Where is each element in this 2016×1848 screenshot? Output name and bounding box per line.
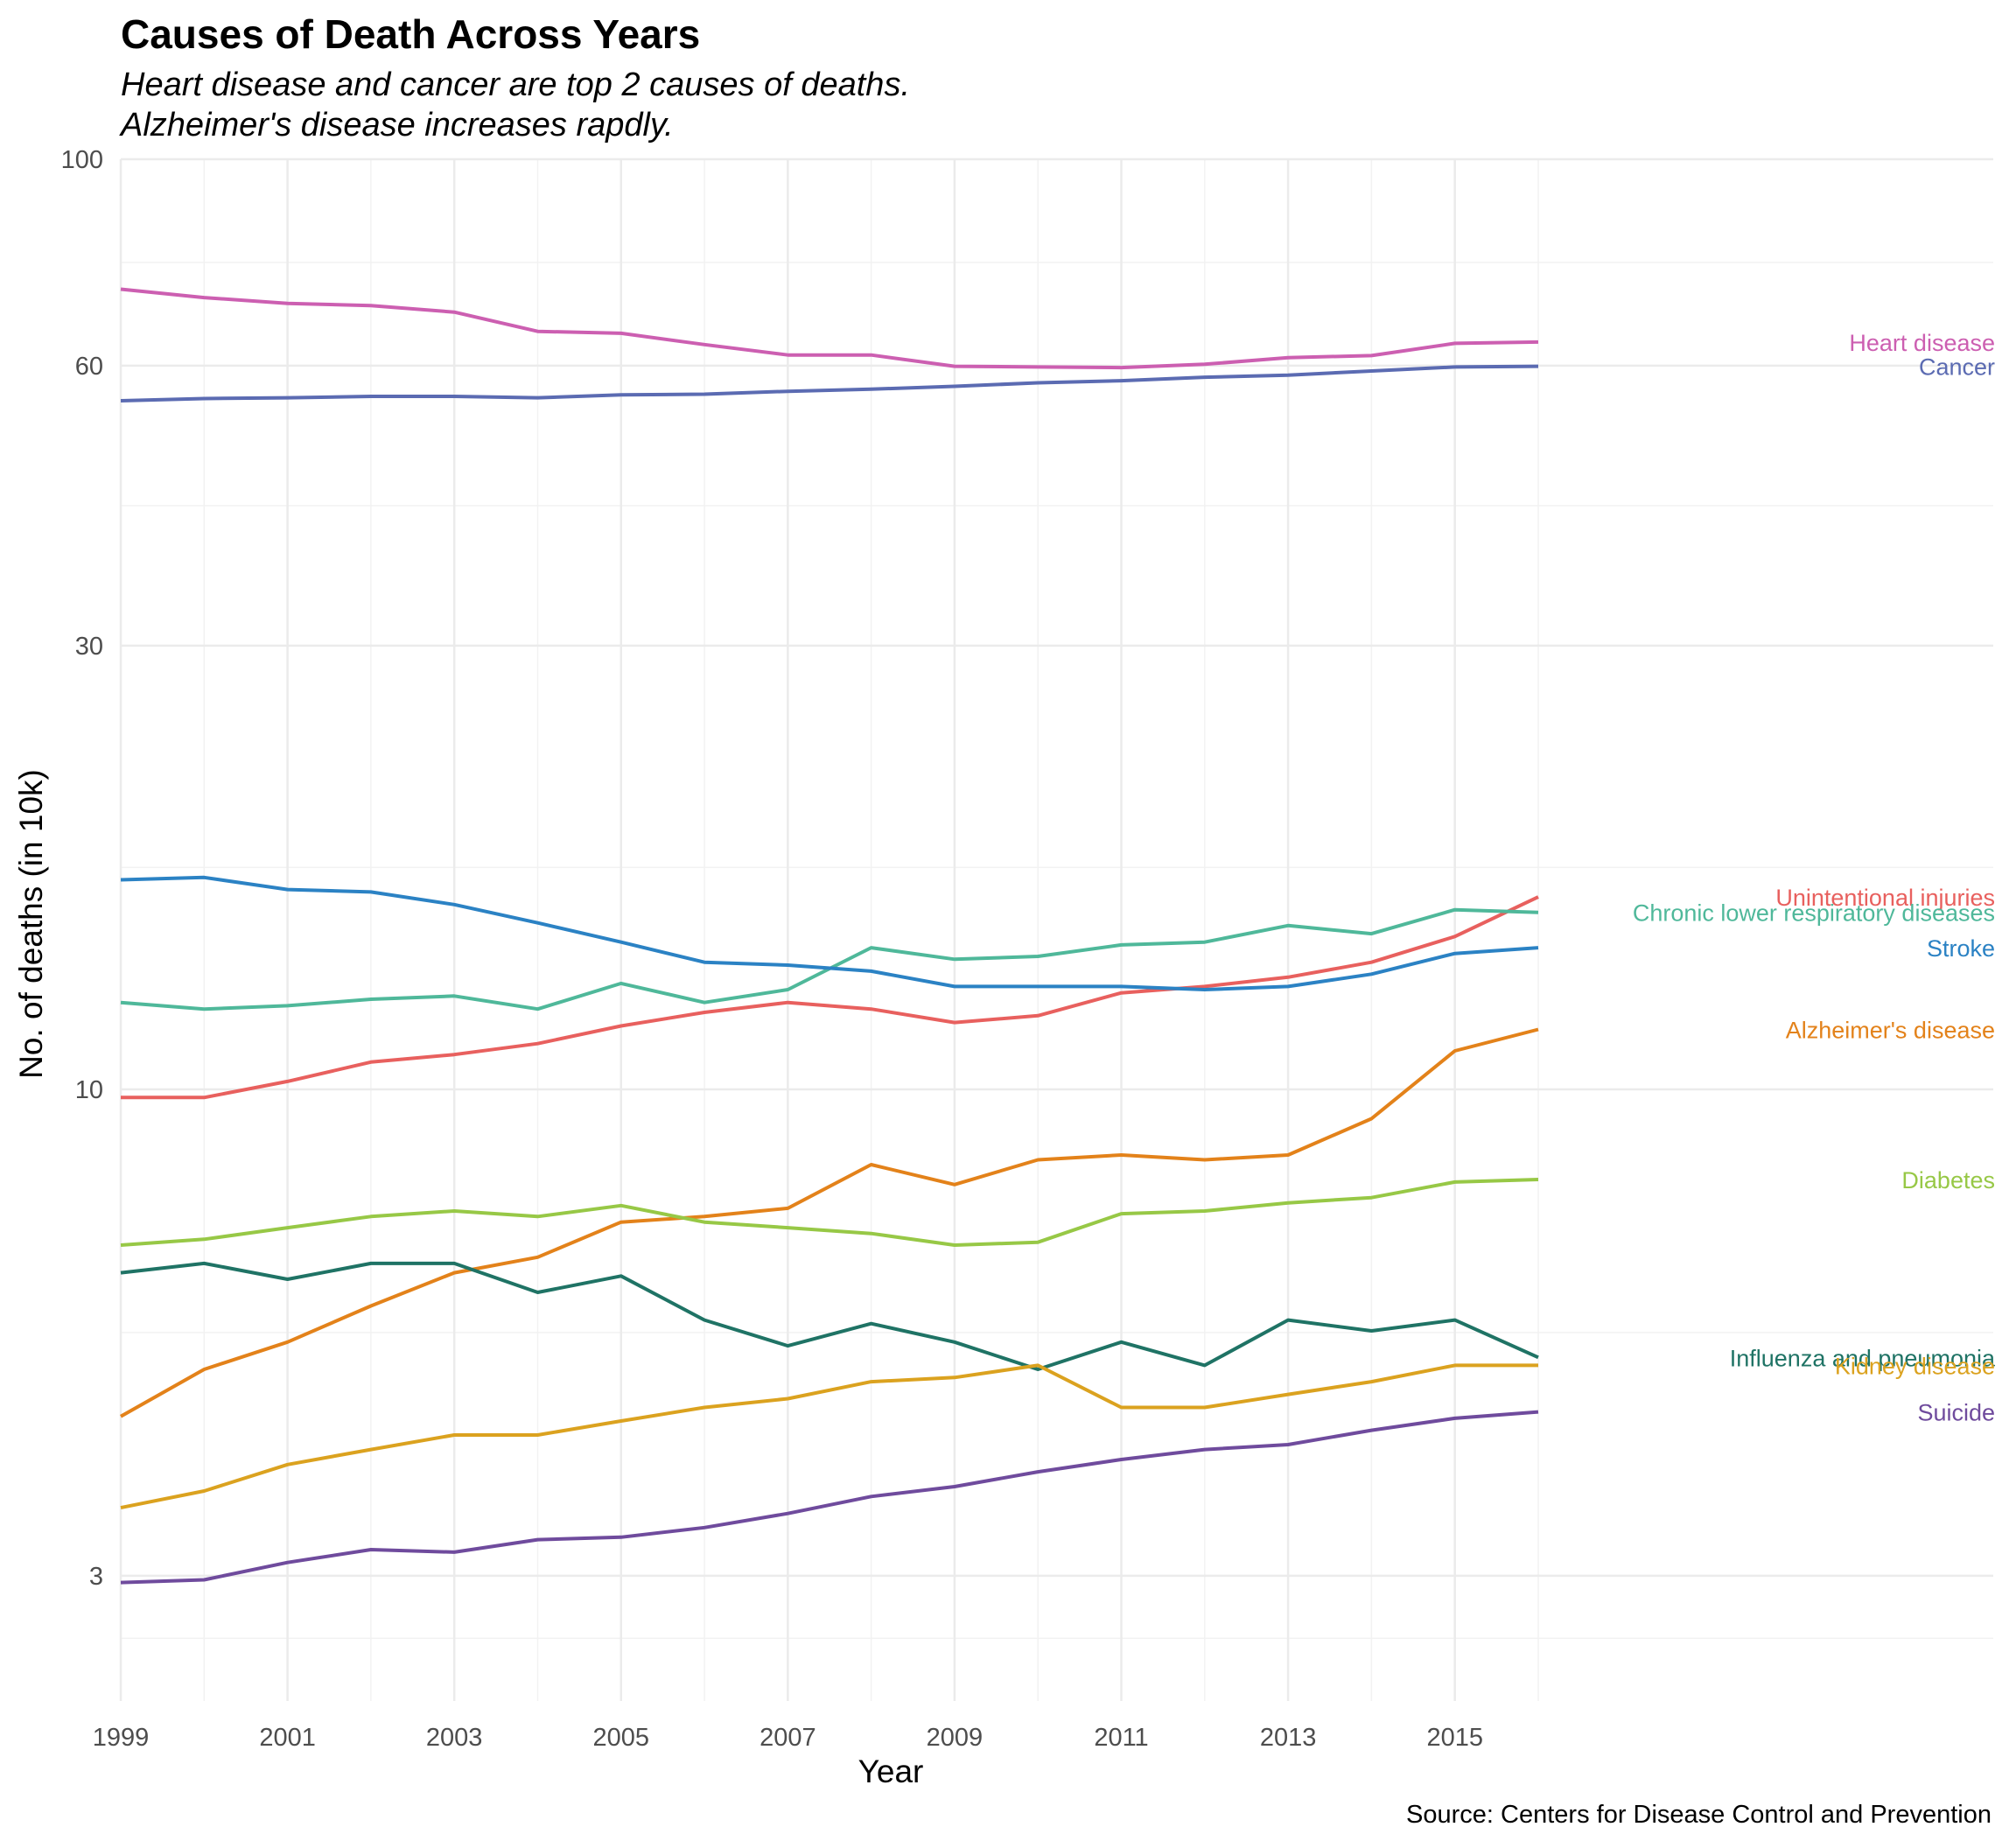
x-tick-label: 2013 [1260, 1724, 1317, 1752]
series-line-cancer [120, 364, 1539, 402]
series-line-diabetes [120, 1178, 1539, 1247]
chart-subtitle-line-2: Alzheimer's disease increases rapdly. [121, 107, 674, 144]
series-label-kidney-disease: Kidney disease [1835, 1353, 1995, 1379]
series-label-cancer: Cancer [1919, 354, 1995, 381]
series-line-unintentional-injuries [121, 895, 1539, 1100]
series-line-stroke [120, 875, 1539, 991]
y-tick-label: 30 [75, 633, 103, 661]
x-tick-label: 2003 [426, 1724, 483, 1752]
x-tick-label: 2011 [1094, 1724, 1148, 1752]
series-label-influenza-and-pneumonia: Influenza and pneumonia [1730, 1345, 1996, 1371]
x-tick-label: 2009 [927, 1724, 984, 1752]
series-line-chronic-lower-respiratory-diseases [120, 907, 1539, 1012]
series-line-heart-disease [120, 287, 1539, 370]
x-axis-label: Year [858, 1754, 924, 1789]
series-label-unintentional-injuries: Unintentional injuries [1775, 885, 1995, 911]
x-tick-label: 2015 [1426, 1724, 1483, 1752]
series-label-stroke: Stroke [1927, 935, 1995, 962]
series-label-alzheimer-s-disease: Alzheimer's disease [1786, 1017, 1995, 1043]
chart-subtitle-line-1: Heart disease and cancer are top 2 cause… [121, 66, 910, 103]
x-tick-label: 2005 [593, 1724, 650, 1752]
y-tick-label: 60 [75, 353, 103, 381]
y-tick-label: 100 [61, 146, 103, 174]
chart-title: Causes of Death Across Years [121, 11, 701, 57]
series-label-suicide: Suicide [1917, 1400, 1995, 1426]
x-tick-label: 1999 [93, 1724, 150, 1752]
series-label-diabetes: Diabetes [1901, 1167, 1995, 1194]
series-lines [120, 287, 1539, 1585]
y-tick-label: 3 [89, 1563, 103, 1591]
series-line-influenza-and-pneumonia [120, 1261, 1539, 1371]
y-axis-ticks: 3 10 30 60 100 [61, 146, 103, 1591]
x-axis-ticks: 1999 2001 2003 2005 2007 2009 2011 2013 2015 [93, 1724, 1483, 1752]
series-line-suicide [120, 1410, 1539, 1585]
chart-caption: Source: Centers for Disease Control and … [1406, 1801, 1992, 1829]
y-tick-label: 10 [75, 1076, 103, 1104]
x-tick-label: 2007 [760, 1724, 816, 1752]
x-tick-label: 2001 [259, 1724, 316, 1752]
series-label-chronic-lower-respiratory-diseases: Chronic lower respiratory diseases [1633, 900, 1995, 927]
series-line-kidney-disease [120, 1363, 1538, 1510]
y-axis-label: No. of deaths (in 10k) [13, 769, 49, 1079]
series-line-alzheimer-s-disease [120, 1027, 1539, 1418]
series-label-heart-disease: Heart disease [1849, 330, 1995, 356]
